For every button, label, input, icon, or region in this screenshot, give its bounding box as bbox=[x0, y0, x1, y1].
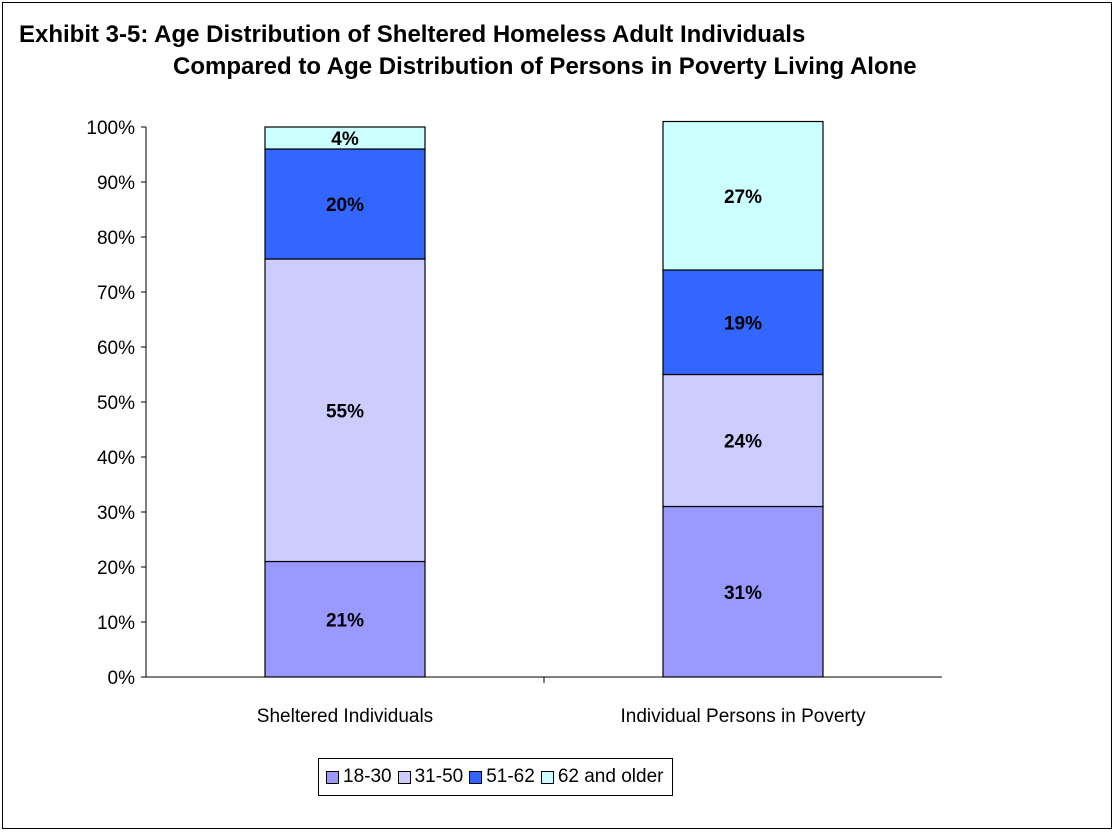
legend-label: 62 and older bbox=[557, 766, 664, 787]
bar-segment bbox=[264, 126, 426, 150]
bar-segment bbox=[264, 148, 426, 260]
data-label: 27% bbox=[724, 187, 762, 208]
data-label: 31% bbox=[724, 583, 762, 604]
legend-item: 62 and older bbox=[540, 766, 664, 788]
bar-segment bbox=[662, 373, 824, 508]
bar-segment bbox=[662, 269, 824, 376]
y-tick-label: 40% bbox=[97, 448, 135, 469]
data-label: 55% bbox=[326, 401, 364, 422]
legend-swatch bbox=[326, 770, 339, 784]
legend-swatch bbox=[469, 770, 483, 784]
legend-item: 31-50 bbox=[397, 766, 464, 788]
data-label: 4% bbox=[331, 129, 359, 150]
bar-segment bbox=[264, 258, 426, 563]
bar-segment bbox=[662, 120, 824, 271]
data-label: 21% bbox=[326, 610, 364, 631]
legend-label: 18-30 bbox=[343, 766, 392, 787]
x-category-label: Sheltered Individuals bbox=[257, 706, 433, 727]
bar-segment bbox=[662, 505, 824, 678]
legend-item: 51-62 bbox=[469, 766, 535, 788]
data-label: 20% bbox=[326, 195, 364, 216]
data-label: 24% bbox=[724, 432, 762, 453]
legend-label: 31-50 bbox=[414, 766, 464, 787]
y-tick-label: 80% bbox=[97, 228, 135, 249]
chart-title-line1: Exhibit 3-5: Age Distribution of Shelter… bbox=[19, 21, 806, 48]
x-category-label: Individual Persons in Poverty bbox=[620, 706, 866, 727]
chart-title: Exhibit 3-5: Age Distribution of Shelter… bbox=[19, 19, 917, 83]
bar-segment bbox=[264, 560, 426, 678]
y-tick-label: 60% bbox=[97, 338, 135, 359]
legend-swatch bbox=[397, 770, 411, 784]
y-tick-label: 10% bbox=[97, 613, 135, 634]
y-tick-label: 90% bbox=[97, 173, 135, 194]
data-label: 19% bbox=[724, 313, 762, 334]
y-tick-label: 0% bbox=[108, 668, 136, 689]
y-tick-label: 30% bbox=[97, 503, 135, 524]
y-tick-label: 70% bbox=[97, 283, 135, 304]
chart-legend: 18-30 31-50 51-62 62 and older bbox=[318, 758, 674, 796]
y-tick-label: 50% bbox=[97, 393, 135, 414]
y-tick-label: 100% bbox=[86, 118, 135, 139]
legend-label: 51-62 bbox=[486, 766, 535, 787]
y-tick-label: 20% bbox=[97, 558, 135, 579]
legend-item: 18-30 bbox=[326, 766, 392, 788]
legend-swatch bbox=[540, 770, 554, 784]
chart-title-line2: Compared to Age Distribution of Persons … bbox=[173, 53, 917, 80]
